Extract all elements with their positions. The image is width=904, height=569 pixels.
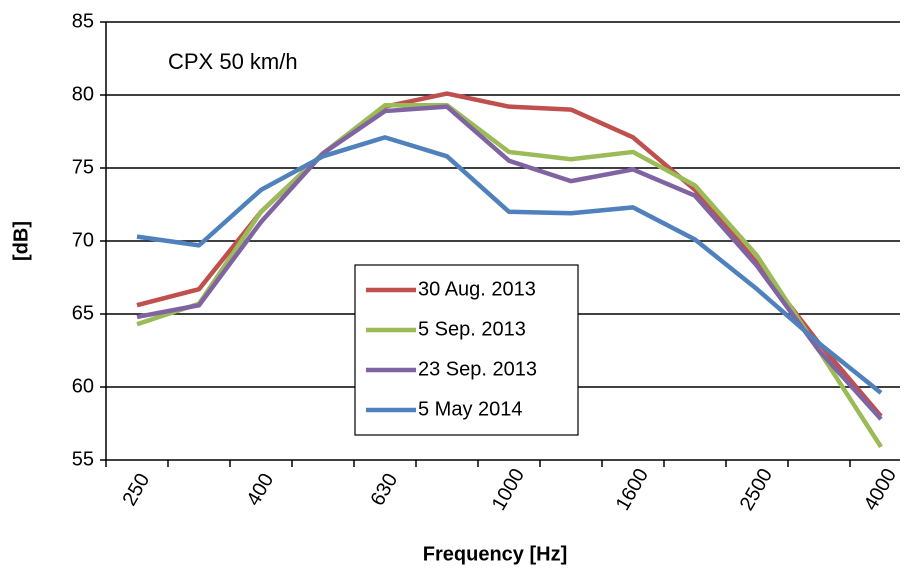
x-axis-label: Frequency [Hz] xyxy=(423,543,567,565)
x-tick-label: 2500 xyxy=(736,465,777,515)
x-tick-label: 250 xyxy=(119,470,155,510)
data-line xyxy=(136,135,883,395)
annotation: CPX 50 km/h xyxy=(168,49,298,74)
x-tick-label: 4000 xyxy=(860,465,901,515)
legend-box xyxy=(354,264,579,436)
y-tick-label: 80 xyxy=(72,83,94,105)
y-tick-label: 75 xyxy=(72,156,94,178)
y-axis-label: [dB] xyxy=(10,221,32,261)
data-line xyxy=(136,104,883,421)
legend-label: 23 Sep. 2013 xyxy=(418,358,537,380)
legend-label: 5 Sep. 2013 xyxy=(418,318,526,340)
data-line xyxy=(136,102,883,449)
y-tick-label: 60 xyxy=(72,375,94,397)
y-tick-label: 65 xyxy=(72,302,94,324)
y-tick-label: 55 xyxy=(72,448,94,470)
legend-label: 5 May 2014 xyxy=(418,398,523,420)
x-tick-label: 630 xyxy=(367,470,403,510)
x-tick-label: 1000 xyxy=(488,465,529,515)
x-tick-label: 400 xyxy=(243,470,279,510)
y-tick-label: 70 xyxy=(72,229,94,251)
y-tick-label: 85 xyxy=(72,10,94,32)
legend-label: 30 Aug. 2013 xyxy=(418,278,536,300)
x-tick-label: 1600 xyxy=(612,465,653,515)
